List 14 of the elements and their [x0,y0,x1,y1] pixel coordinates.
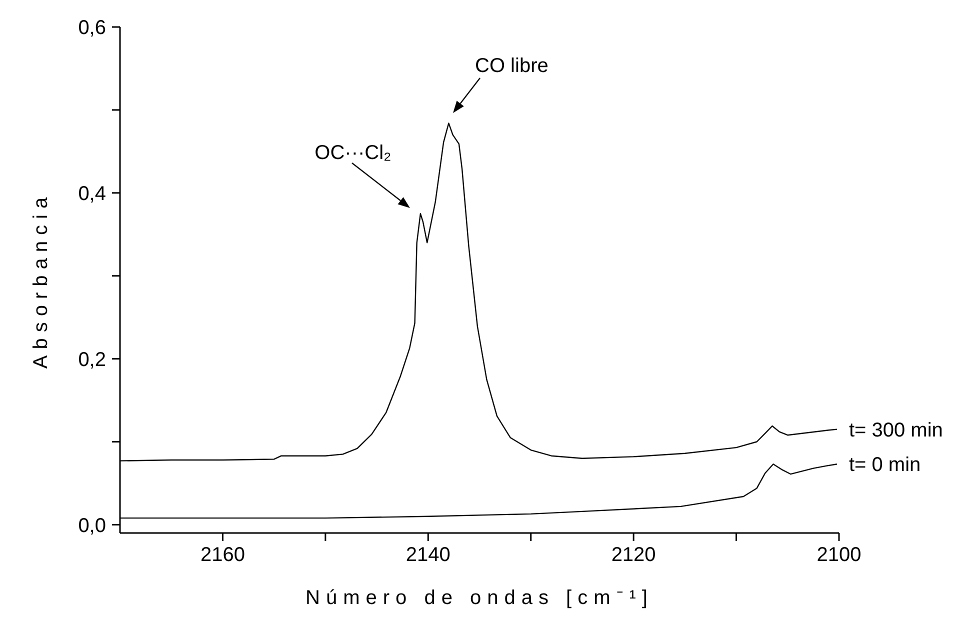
x-tick-label: 2120 [611,544,656,566]
series-label: t= 0 min [848,454,921,476]
y-tick-label: 0,0 [78,514,106,537]
x-tick-label: 2100 [816,544,862,566]
x-tick-label: 2160 [200,544,245,566]
y-tick-label: 0,4 [78,183,106,205]
y-tick-label: 0,6 [78,17,106,40]
series-label: t= 300 min [848,419,943,442]
annotation: CO libre [475,55,548,77]
x-tick-label: 2140 [406,544,450,566]
y-tick-label: 0,2 [78,348,106,371]
annotation: OC···Cl₂ [314,142,392,164]
y-axis-title: Absorbancia [30,191,52,369]
x-axis-title: Número de ondas [cm⁻¹] [306,587,654,609]
